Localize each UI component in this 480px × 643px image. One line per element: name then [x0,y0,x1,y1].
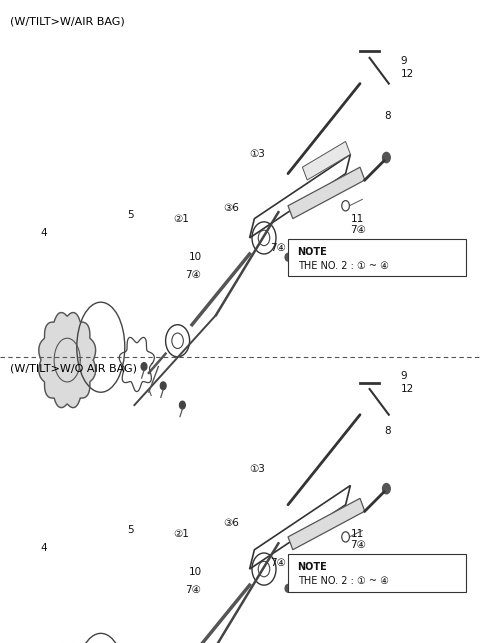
Circle shape [383,484,390,494]
Text: 7④: 7④ [185,270,201,280]
FancyBboxPatch shape [288,554,466,592]
Text: 8: 8 [384,426,391,436]
Text: 8: 8 [384,111,391,121]
Text: ②1: ②1 [173,529,189,539]
Circle shape [285,253,291,261]
FancyBboxPatch shape [288,239,466,276]
Text: 12: 12 [401,384,414,394]
Text: 7④: 7④ [270,557,286,568]
Text: 5: 5 [127,525,134,536]
Text: (W/TILT>W/AIR BAG): (W/TILT>W/AIR BAG) [10,16,124,26]
Circle shape [141,363,147,370]
Text: THE NO. 2 : ① ~ ④: THE NO. 2 : ① ~ ④ [298,261,388,271]
Text: 10: 10 [189,252,202,262]
Text: 11: 11 [350,213,364,224]
Polygon shape [39,312,96,408]
Text: NOTE: NOTE [298,562,327,572]
Polygon shape [302,141,350,180]
Text: ③6: ③6 [223,518,239,528]
Circle shape [180,401,185,409]
Text: 9: 9 [401,371,408,381]
Text: NOTE: NOTE [298,247,327,257]
Text: 7④: 7④ [270,242,286,253]
Text: ①3: ①3 [250,464,265,475]
Text: 5: 5 [127,210,134,221]
Text: ①3: ①3 [250,149,265,159]
Text: 4: 4 [41,543,48,553]
Circle shape [285,584,291,592]
Text: 7④: 7④ [350,224,366,235]
Text: 7④: 7④ [185,585,201,595]
Circle shape [160,382,166,390]
Text: 11: 11 [350,529,364,539]
Text: (W/TILT>W/O AIR BAG): (W/TILT>W/O AIR BAG) [10,363,137,374]
Text: 10: 10 [189,567,202,577]
Polygon shape [288,498,365,550]
Text: 4: 4 [41,228,48,238]
Polygon shape [288,167,365,219]
Text: 12: 12 [401,69,414,79]
Text: THE NO. 2 : ① ~ ④: THE NO. 2 : ① ~ ④ [298,576,388,586]
Text: 9: 9 [401,56,408,66]
Text: 7④: 7④ [350,539,366,550]
Circle shape [383,152,390,163]
Text: ②1: ②1 [173,213,189,224]
Text: ③6: ③6 [223,203,239,213]
